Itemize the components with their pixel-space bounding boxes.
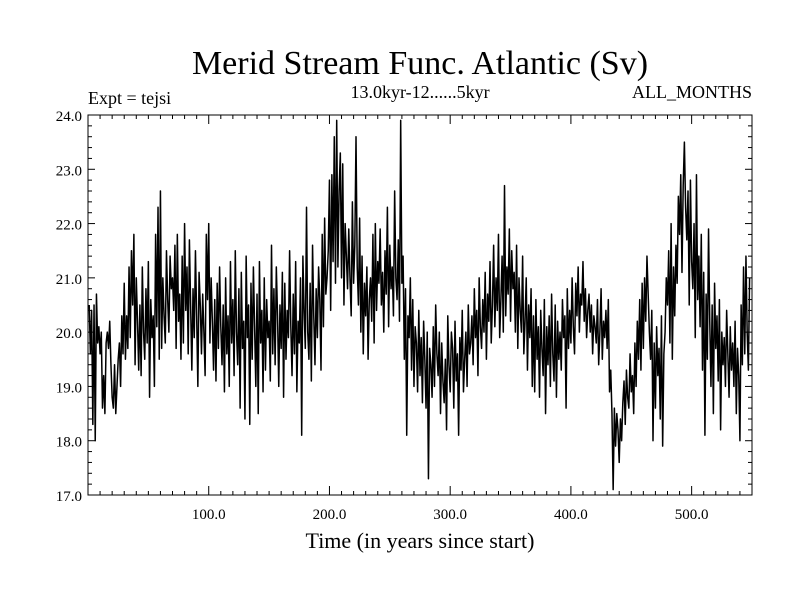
months-label: ALL_MONTHS (632, 82, 752, 102)
y-tick-label: 23.0 (56, 163, 82, 179)
chart-title: Merid Stream Func. Atlantic (Sv) (192, 45, 648, 82)
y-axis: 17.0 18.0 19.0 20.0 21.0 22.0 23.0 24.0 (56, 109, 752, 505)
x-axis: 100.0 200.0 300.0 400.0 500.0 (99, 115, 741, 523)
y-tick-label: 21.0 (56, 272, 82, 288)
x-tick-label: 300.0 (433, 507, 467, 523)
x-tick-label: 100.0 (192, 507, 226, 523)
y-tick-label: 18.0 (56, 435, 82, 451)
x-tick-label: 200.0 (313, 507, 347, 523)
y-tick-label: 17.0 (56, 489, 82, 505)
x-tick-label: 500.0 (675, 507, 709, 523)
chart-subtitle: 13.0kyr-12......5kyr (350, 82, 489, 102)
x-axis-label: Time (in years since start) (306, 528, 535, 553)
series-line (88, 119, 751, 491)
y-tick-label: 19.0 (56, 380, 82, 396)
experiment-label: Expt = tejsi (88, 88, 171, 108)
y-tick-label: 20.0 (56, 326, 82, 342)
plot-frame (87, 114, 753, 496)
y-tick-label: 24.0 (56, 109, 82, 125)
y-tick-label: 22.0 (56, 218, 82, 234)
x-tick-label: 400.0 (554, 507, 588, 523)
